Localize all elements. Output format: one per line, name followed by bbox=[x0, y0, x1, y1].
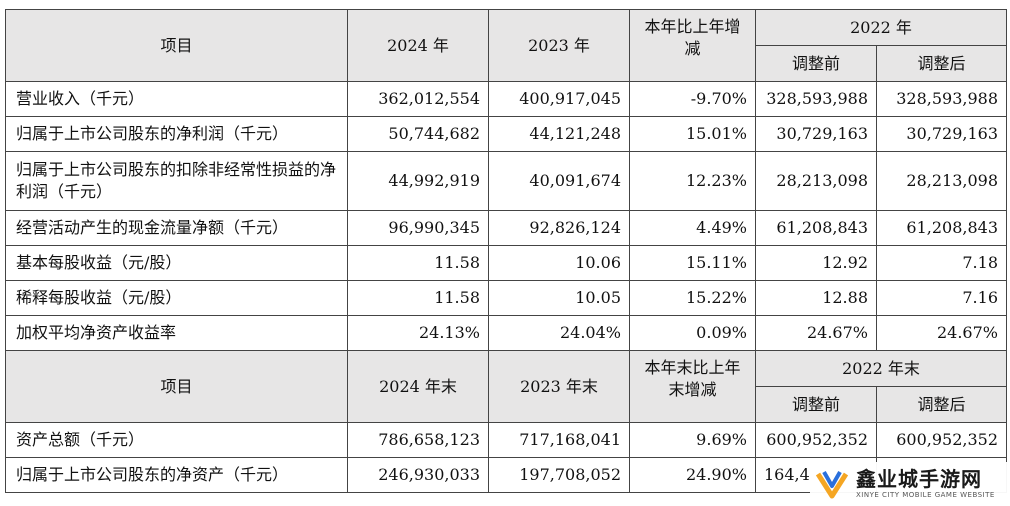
cell-after: 7.18 bbox=[876, 245, 1007, 281]
cell-2024: 786,658,123 bbox=[347, 422, 489, 458]
table-row: 营业收入（千元） 362,012,554 400,917,045 -9.70% … bbox=[5, 81, 1007, 117]
cell-2023: 400,917,045 bbox=[488, 81, 630, 117]
header-row-1: 项目 2024 年 2023 年 本年比上年增减 2022 年 bbox=[5, 9, 1007, 82]
cell-after: 30,729,163 bbox=[876, 116, 1007, 152]
cell-2023: 10.06 bbox=[488, 245, 630, 281]
cell-2024: 96,990,345 bbox=[347, 210, 489, 246]
cell-change: 24.90% bbox=[629, 457, 756, 493]
cell-change: 4.49% bbox=[629, 210, 756, 246]
header-row-1b: 调整前 调整后 bbox=[6, 45, 1007, 82]
table-row: 经营活动产生的现金流量净额（千元） 96,990,345 92,826,124 … bbox=[5, 210, 1007, 246]
cell-before: 30,729,163 bbox=[755, 116, 877, 152]
header-2023: 2023 年 bbox=[488, 9, 630, 82]
header-2022-end: 2022 年末 bbox=[755, 350, 1007, 387]
row-label: 加权平均净资产收益率 bbox=[5, 315, 348, 351]
cell-2023: 717,168,041 bbox=[488, 422, 630, 458]
header-2022: 2022 年 bbox=[755, 9, 1007, 46]
cell-after: 328,593,988 bbox=[876, 81, 1007, 117]
table-row: 归属于上市公司股东的净利润（千元） 50,744,682 44,121,248 … bbox=[5, 116, 1007, 152]
cell-change: 15.22% bbox=[629, 280, 756, 316]
row-label: 归属于上市公司股东的净资产（千元） bbox=[5, 457, 348, 493]
cell-after: 61,208,843 bbox=[876, 210, 1007, 246]
cell-after: 600,952,352 bbox=[876, 422, 1007, 458]
watermark-logo-icon bbox=[815, 471, 849, 499]
table-row: 资产总额（千元） 786,658,123 717,168,041 9.69% 6… bbox=[5, 422, 1007, 458]
header-item: 项目 bbox=[5, 9, 348, 82]
header-2023-end: 2023 年末 bbox=[488, 350, 630, 423]
table-row: 加权平均净资产收益率 24.13% 24.04% 0.09% 24.67% 24… bbox=[5, 315, 1007, 351]
financial-summary-table: 项目 2024 年 2023 年 本年比上年增减 2022 年 调整前 调整后 … bbox=[5, 9, 1007, 493]
cell-before: 328,593,988 bbox=[755, 81, 877, 117]
cell-2023: 40,091,674 bbox=[488, 151, 630, 211]
cell-2024: 246,930,033 bbox=[347, 457, 489, 493]
cell-2023: 24.04% bbox=[488, 315, 630, 351]
cell-2023: 92,826,124 bbox=[488, 210, 630, 246]
row-label: 稀释每股收益（元/股） bbox=[5, 280, 348, 316]
header-change: 本年比上年增减 bbox=[629, 9, 756, 82]
cell-before: 12.88 bbox=[755, 280, 877, 316]
row-label: 资产总额（千元） bbox=[5, 422, 348, 458]
header-item: 项目 bbox=[5, 350, 348, 423]
table-row: 稀释每股收益（元/股） 11.58 10.05 15.22% 12.88 7.1… bbox=[5, 280, 1007, 316]
cell-2024: 44,992,919 bbox=[347, 151, 489, 211]
table-row: 基本每股收益（元/股） 11.58 10.06 15.11% 12.92 7.1… bbox=[5, 245, 1007, 281]
cell-before: 24.67% bbox=[755, 315, 877, 351]
header-before: 调整前 bbox=[755, 386, 877, 423]
row-label: 归属于上市公司股东的净利润（千元） bbox=[5, 116, 348, 152]
cell-before: 600,952,352 bbox=[755, 422, 877, 458]
watermark-title: 鑫业城手游网 bbox=[856, 467, 982, 491]
row-label: 归属于上市公司股东的扣除非经常性损益的净利润（千元） bbox=[5, 151, 348, 211]
cell-after: 28,213,098 bbox=[876, 151, 1007, 211]
cell-change: 15.11% bbox=[629, 245, 756, 281]
cell-before: 61,208,843 bbox=[755, 210, 877, 246]
row-label: 经营活动产生的现金流量净额（千元） bbox=[5, 210, 348, 246]
cell-2023: 197,708,052 bbox=[488, 457, 630, 493]
row-label: 营业收入（千元） bbox=[5, 81, 348, 117]
cell-change: 0.09% bbox=[629, 315, 756, 351]
cell-change: 9.69% bbox=[629, 422, 756, 458]
cell-change: 15.01% bbox=[629, 116, 756, 152]
cell-2024: 11.58 bbox=[347, 280, 489, 316]
cell-2024: 50,744,682 bbox=[347, 116, 489, 152]
cell-2024: 11.58 bbox=[347, 245, 489, 281]
cell-before: 12.92 bbox=[755, 245, 877, 281]
header-change-end: 本年末比上年末增减 bbox=[629, 350, 756, 423]
header-before: 调整前 bbox=[755, 45, 877, 82]
cell-change: -9.70% bbox=[629, 81, 756, 117]
row-label: 基本每股收益（元/股） bbox=[5, 245, 348, 281]
header-row-2: 项目 2024 年末 2023 年末 本年末比上年末增减 2022 年末 bbox=[5, 350, 1007, 423]
header-2024-end: 2024 年末 bbox=[347, 350, 489, 423]
cell-before: 28,213,098 bbox=[755, 151, 877, 211]
cell-2023: 10.05 bbox=[488, 280, 630, 316]
cell-2024: 24.13% bbox=[347, 315, 489, 351]
cell-after: 24.67% bbox=[876, 315, 1007, 351]
cell-2023: 44,121,248 bbox=[488, 116, 630, 152]
header-row-2b: 调整前 调整后 bbox=[6, 386, 1007, 423]
watermark-subtitle: XINYE CITY MOBILE GAME WEBSITE bbox=[856, 491, 995, 499]
cell-2024: 362,012,554 bbox=[347, 81, 489, 117]
header-2024: 2024 年 bbox=[347, 9, 489, 82]
header-after: 调整后 bbox=[876, 45, 1007, 82]
header-after: 调整后 bbox=[876, 386, 1007, 423]
watermark: 鑫业城手游网 XINYE CITY MOBILE GAME WEBSITE bbox=[810, 462, 1010, 506]
cell-change: 12.23% bbox=[629, 151, 756, 211]
table-row: 归属于上市公司股东的扣除非经常性损益的净利润（千元） 44,992,919 40… bbox=[5, 151, 1007, 211]
cell-after: 7.16 bbox=[876, 280, 1007, 316]
